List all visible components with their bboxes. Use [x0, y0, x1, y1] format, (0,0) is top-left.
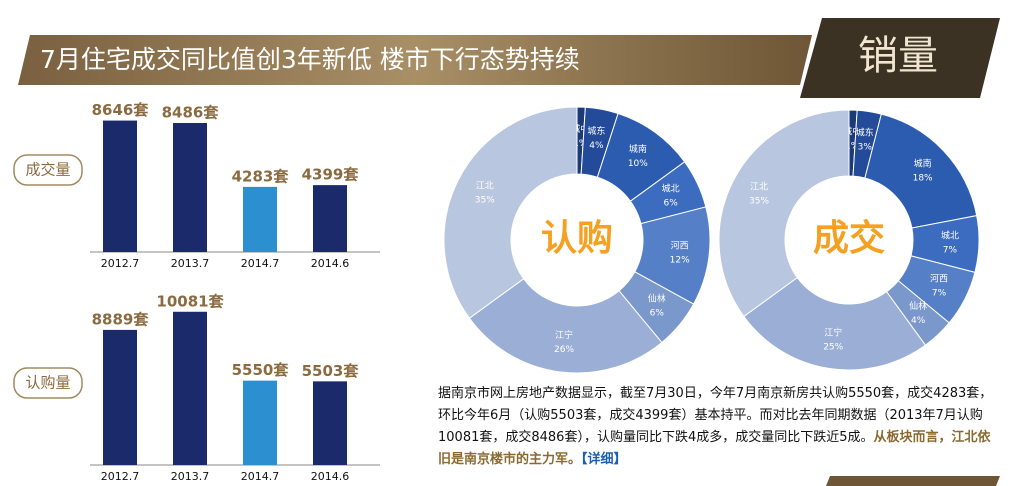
- slice-name: 城东: [856, 127, 874, 139]
- slice-name: 江北: [750, 182, 768, 193]
- value-label: 4283套: [232, 167, 290, 185]
- slice-label: 1%: [573, 139, 588, 149]
- slice-label: 18%: [913, 173, 933, 183]
- header-title: 7月住宅成交同比值创3年新低 楼市下行态势持续: [40, 45, 580, 74]
- slice-label: 6%: [664, 198, 679, 208]
- x-tick-label: 2012.7: [101, 257, 140, 270]
- slice-name: 仙林: [909, 300, 927, 312]
- value-label: 8486套: [162, 104, 220, 122]
- label-box: [13, 154, 83, 186]
- bar: [243, 380, 277, 465]
- x-tick-label: 2014.7: [241, 470, 280, 483]
- bar: [103, 120, 137, 252]
- value-label: 4399套: [302, 166, 360, 184]
- value-label: 5550套: [232, 361, 290, 379]
- slice-label: 6%: [650, 308, 665, 318]
- slice-label: 7%: [943, 246, 958, 256]
- donut-hole: [511, 174, 643, 306]
- header-tag: 销量: [858, 33, 938, 79]
- x-tick-label: 2012.7: [101, 470, 140, 483]
- slice-label: 25%: [823, 342, 843, 352]
- article-text: 据南京市网上房地产数据显示，截至7月30日，今年7月南京新房共认购5550套，成…: [438, 386, 993, 445]
- slice-name: 城北: [941, 231, 959, 242]
- article-highlight: 从板块而言，江北依旧是南京楼市的主力军。: [438, 430, 991, 467]
- bar: [313, 185, 347, 252]
- slice-name: 江北: [476, 181, 494, 192]
- slice-name: 城北: [662, 183, 680, 194]
- donut-title: 认购: [541, 218, 613, 259]
- slice-label: 7%: [932, 288, 947, 298]
- value-label: 5503套: [302, 362, 360, 380]
- bar: [173, 311, 207, 465]
- x-tick-label: 2014.6: [311, 257, 350, 270]
- chart-title: 认购量: [25, 374, 70, 392]
- x-tick-label: 2014.6: [311, 470, 350, 483]
- tag-box: [800, 18, 1000, 98]
- slice-label: 3%: [858, 143, 873, 153]
- slice-label: 1%: [845, 142, 860, 152]
- donut-title: 成交: [813, 217, 885, 259]
- slice-label: 35%: [475, 196, 495, 206]
- bar: [243, 186, 277, 252]
- slice-name: 江宁: [824, 326, 842, 338]
- article: 据南京市网上房地产数据显示，截至7月30日，今年7月南京新房共认购5550套，成…: [438, 383, 998, 471]
- slice-label: 10%: [628, 159, 648, 169]
- value-label: 8889套: [92, 310, 150, 328]
- chart-title: 成交量: [25, 161, 70, 179]
- slice-name: 城南: [914, 157, 932, 169]
- bar: [103, 329, 137, 465]
- x-tick-label: 2013.7: [171, 257, 210, 270]
- footer-shape: [826, 476, 1000, 486]
- bar: [313, 381, 347, 465]
- header-bar: [18, 35, 812, 85]
- slice-name: 城南: [629, 143, 647, 155]
- slice-name: 仙林: [648, 292, 666, 304]
- slice-label: 4%: [589, 141, 604, 151]
- donut-hole: [785, 176, 913, 304]
- slice-label: 35%: [749, 197, 769, 207]
- slice-label: 26%: [554, 345, 574, 355]
- x-tick-label: 2014.7: [241, 257, 280, 270]
- slice-name: 江宁: [555, 329, 573, 341]
- label-box: [13, 367, 83, 399]
- value-label: 10081套: [156, 292, 224, 310]
- x-tick-label: 2013.7: [171, 470, 210, 483]
- detail-link[interactable]: 【详细】: [581, 452, 627, 467]
- slice-name: 城东: [587, 125, 605, 137]
- slice-name: 河西: [671, 239, 689, 251]
- slice-label: 12%: [670, 255, 690, 265]
- slice-name: 河西: [930, 272, 948, 284]
- bar: [173, 123, 207, 252]
- slice-label: 4%: [911, 316, 926, 326]
- value-label: 8646套: [92, 101, 150, 119]
